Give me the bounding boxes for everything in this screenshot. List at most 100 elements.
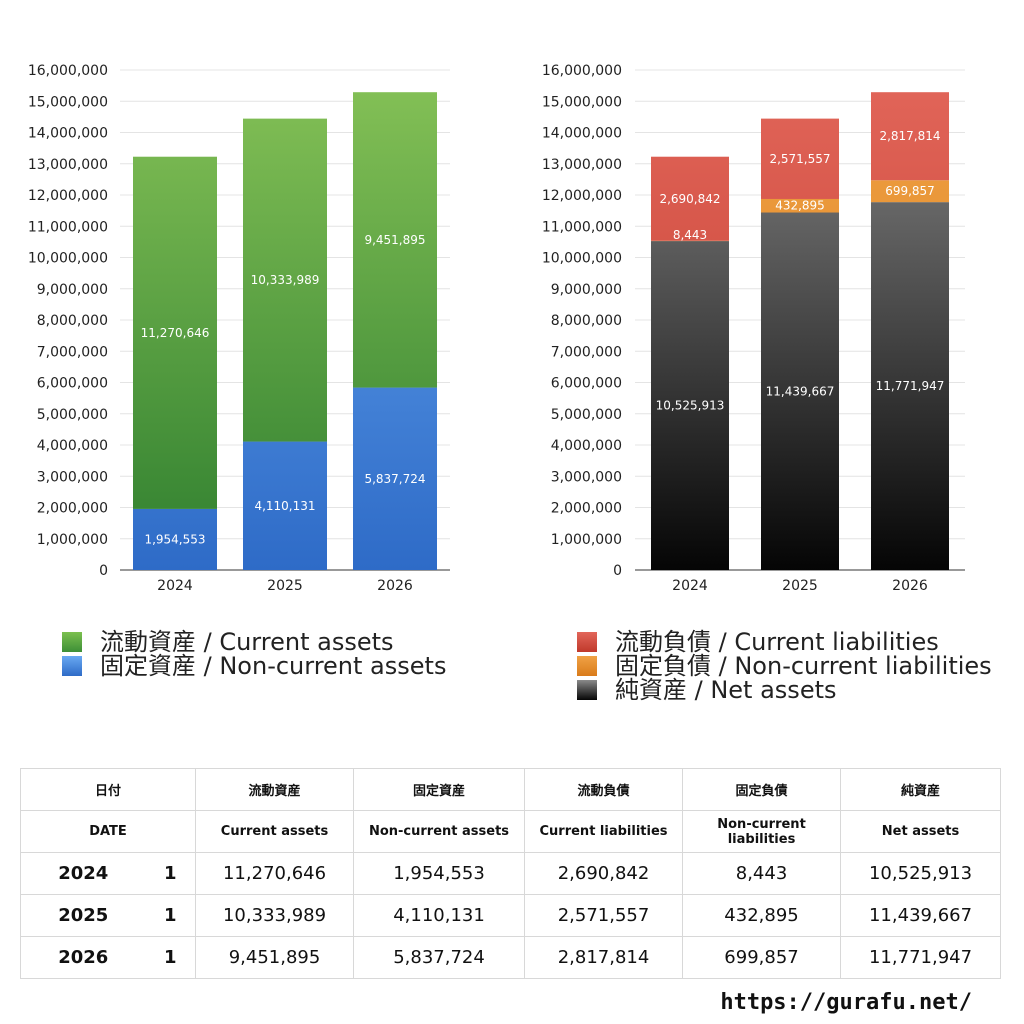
data-label: 2,817,814 [879,129,940,143]
data-label: 1,954,553 [144,532,205,546]
bar-segment [871,180,949,203]
row-count: 1 [145,894,197,937]
y-tick-label: 14,000,000 [28,126,108,142]
legend-item-non-current-assets: 固定資産 / Non-current assets [62,654,446,678]
charts-canvas: 0 1,000,000 2,000,000 3,000,000 4,000,000 5,0… [28,63,965,594]
y-tick-label: 11,000,000 [28,219,108,235]
cell-non-current-assets: 1,954,553 [353,852,526,895]
row-count: 1 [145,852,197,895]
legend-label: 純資産 / Net assets [615,676,837,704]
y-tick-label: 1,000,000 [551,532,622,548]
y-tick-label: 15,000,000 [542,94,622,110]
cell-current-assets: 9,451,895 [195,936,355,979]
y-tick-label: 3,000,000 [551,469,622,485]
header-non-current-liabilities-en: Non-current liabilities [682,810,842,853]
x-tick-label: 2025 [267,578,303,594]
bar-segment [871,92,949,181]
row-count: 1 [145,936,197,979]
legend-label: 流動負債 / Current liabilities [615,628,939,656]
data-table: 日付 流動資産 固定資産 流動負債 固定負債 純資産 DATE Current … [19,768,1002,979]
y-tick-label: 0 [613,563,622,579]
data-label: 11,439,667 [766,384,835,398]
header-current-assets-jp: 流動資産 [195,768,355,811]
header-current-liabilities-en: Current liabilities [524,810,684,853]
y-tick-label: 16,000,000 [542,63,622,79]
cell-non-current-liabilities: 8,443 [682,852,842,895]
x-tick-label: 2025 [782,578,818,594]
row-year: 2025 [20,894,146,937]
data-label: 10,525,913 [656,399,725,413]
y-tick-label: 4,000,000 [37,438,108,454]
bar-segment [871,202,949,571]
cell-net-assets: 11,771,947 [840,936,1002,979]
y-tick-label: 1,000,000 [37,532,108,548]
header-current-assets-en: Current assets [195,810,355,853]
data-label: 2,571,557 [769,152,830,166]
y-tick-label: 9,000,000 [551,282,622,298]
data-label: 5,837,724 [364,472,425,486]
x-tick-label: 2024 [672,578,708,594]
y-tick-label: 13,000,000 [542,157,622,173]
legend-item-current-assets: 流動資産 / Current assets [62,630,446,654]
header-net-assets-en: Net assets [840,810,1002,853]
table-row: 2026 1 9,451,895 5,837,724 2,817,814 699… [20,936,1002,979]
legend-swatch-non-current-assets [62,656,82,676]
bar-segment [651,241,729,570]
y-tick-label: 10,000,000 [28,251,108,267]
cell-net-assets: 11,439,667 [840,894,1002,937]
bar-segment [243,441,327,570]
y-tick-label: 0 [99,563,108,579]
header-net-assets-jp: 純資産 [840,768,1002,811]
legend-swatch-non-current-liabilities [577,656,597,676]
cell-current-liabilities: 2,690,842 [524,852,684,895]
bar-segment [761,212,839,570]
site-url[interactable]: https://gurafu.net/ [720,990,972,1015]
y-tick-label: 6,000,000 [551,376,622,392]
y-tick-label: 16,000,000 [28,63,108,79]
y-tick-label: 15,000,000 [28,94,108,110]
bar-segment [133,156,217,509]
x-tick-label: 2026 [892,578,928,594]
table-row: 2025 1 10,333,989 4,110,131 2,571,557 43… [20,894,1002,937]
row-year: 2026 [20,936,146,979]
legend-assets: 流動資産 / Current assets 固定資産 / Non-current… [62,630,446,678]
bar-segment [761,198,839,213]
legend-label: 固定負債 / Non-current liabilities [615,652,992,680]
header-non-current-assets-en: Non-current assets [353,810,526,853]
cell-current-liabilities: 2,571,557 [524,894,684,937]
table-row: 2024 1 11,270,646 1,954,553 2,690,842 8,… [20,852,1002,895]
y-tick-label: 8,000,000 [551,313,622,329]
header-date-en: DATE [19,810,197,853]
legend-liabilities: 流動負債 / Current liabilities 固定負債 / Non-cu… [577,630,992,702]
data-label: 10,333,989 [251,273,320,287]
y-tick-label: 8,000,000 [37,313,108,329]
header-non-current-assets-jp: 固定資産 [353,768,526,811]
header-current-liabilities-jp: 流動負債 [524,768,684,811]
cell-current-liabilities: 2,817,814 [524,936,684,979]
bar-segment [761,118,839,199]
y-tick-label: 6,000,000 [37,376,108,392]
legend-swatch-current-assets [62,632,82,652]
y-tick-label: 2,000,000 [551,501,622,517]
y-tick-label: 14,000,000 [542,126,622,142]
y-tick-label: 2,000,000 [37,501,108,517]
data-label: 8,443 [673,228,707,242]
bar-segment [133,508,217,570]
bar-segment [353,92,437,388]
x-tick-label: 2026 [377,578,413,594]
legend-swatch-net-assets [577,680,597,700]
bar-segment [243,118,327,442]
y-tick-label: 10,000,000 [542,251,622,267]
cell-current-assets: 11,270,646 [195,852,355,895]
y-tick-label: 3,000,000 [37,469,108,485]
y-tick-label: 12,000,000 [28,188,108,204]
data-label: 9,451,895 [364,233,425,247]
y-tick-label: 9,000,000 [37,282,108,298]
header-non-current-liabilities-jp: 固定負債 [682,768,842,811]
cell-current-assets: 10,333,989 [195,894,355,937]
bar-segment [353,387,437,570]
legend-label: 固定資産 / Non-current assets [100,652,447,680]
y-tick-label: 12,000,000 [542,188,622,204]
cell-net-assets: 10,525,913 [840,852,1002,895]
legend-item-net-assets: 純資産 / Net assets [577,678,992,702]
